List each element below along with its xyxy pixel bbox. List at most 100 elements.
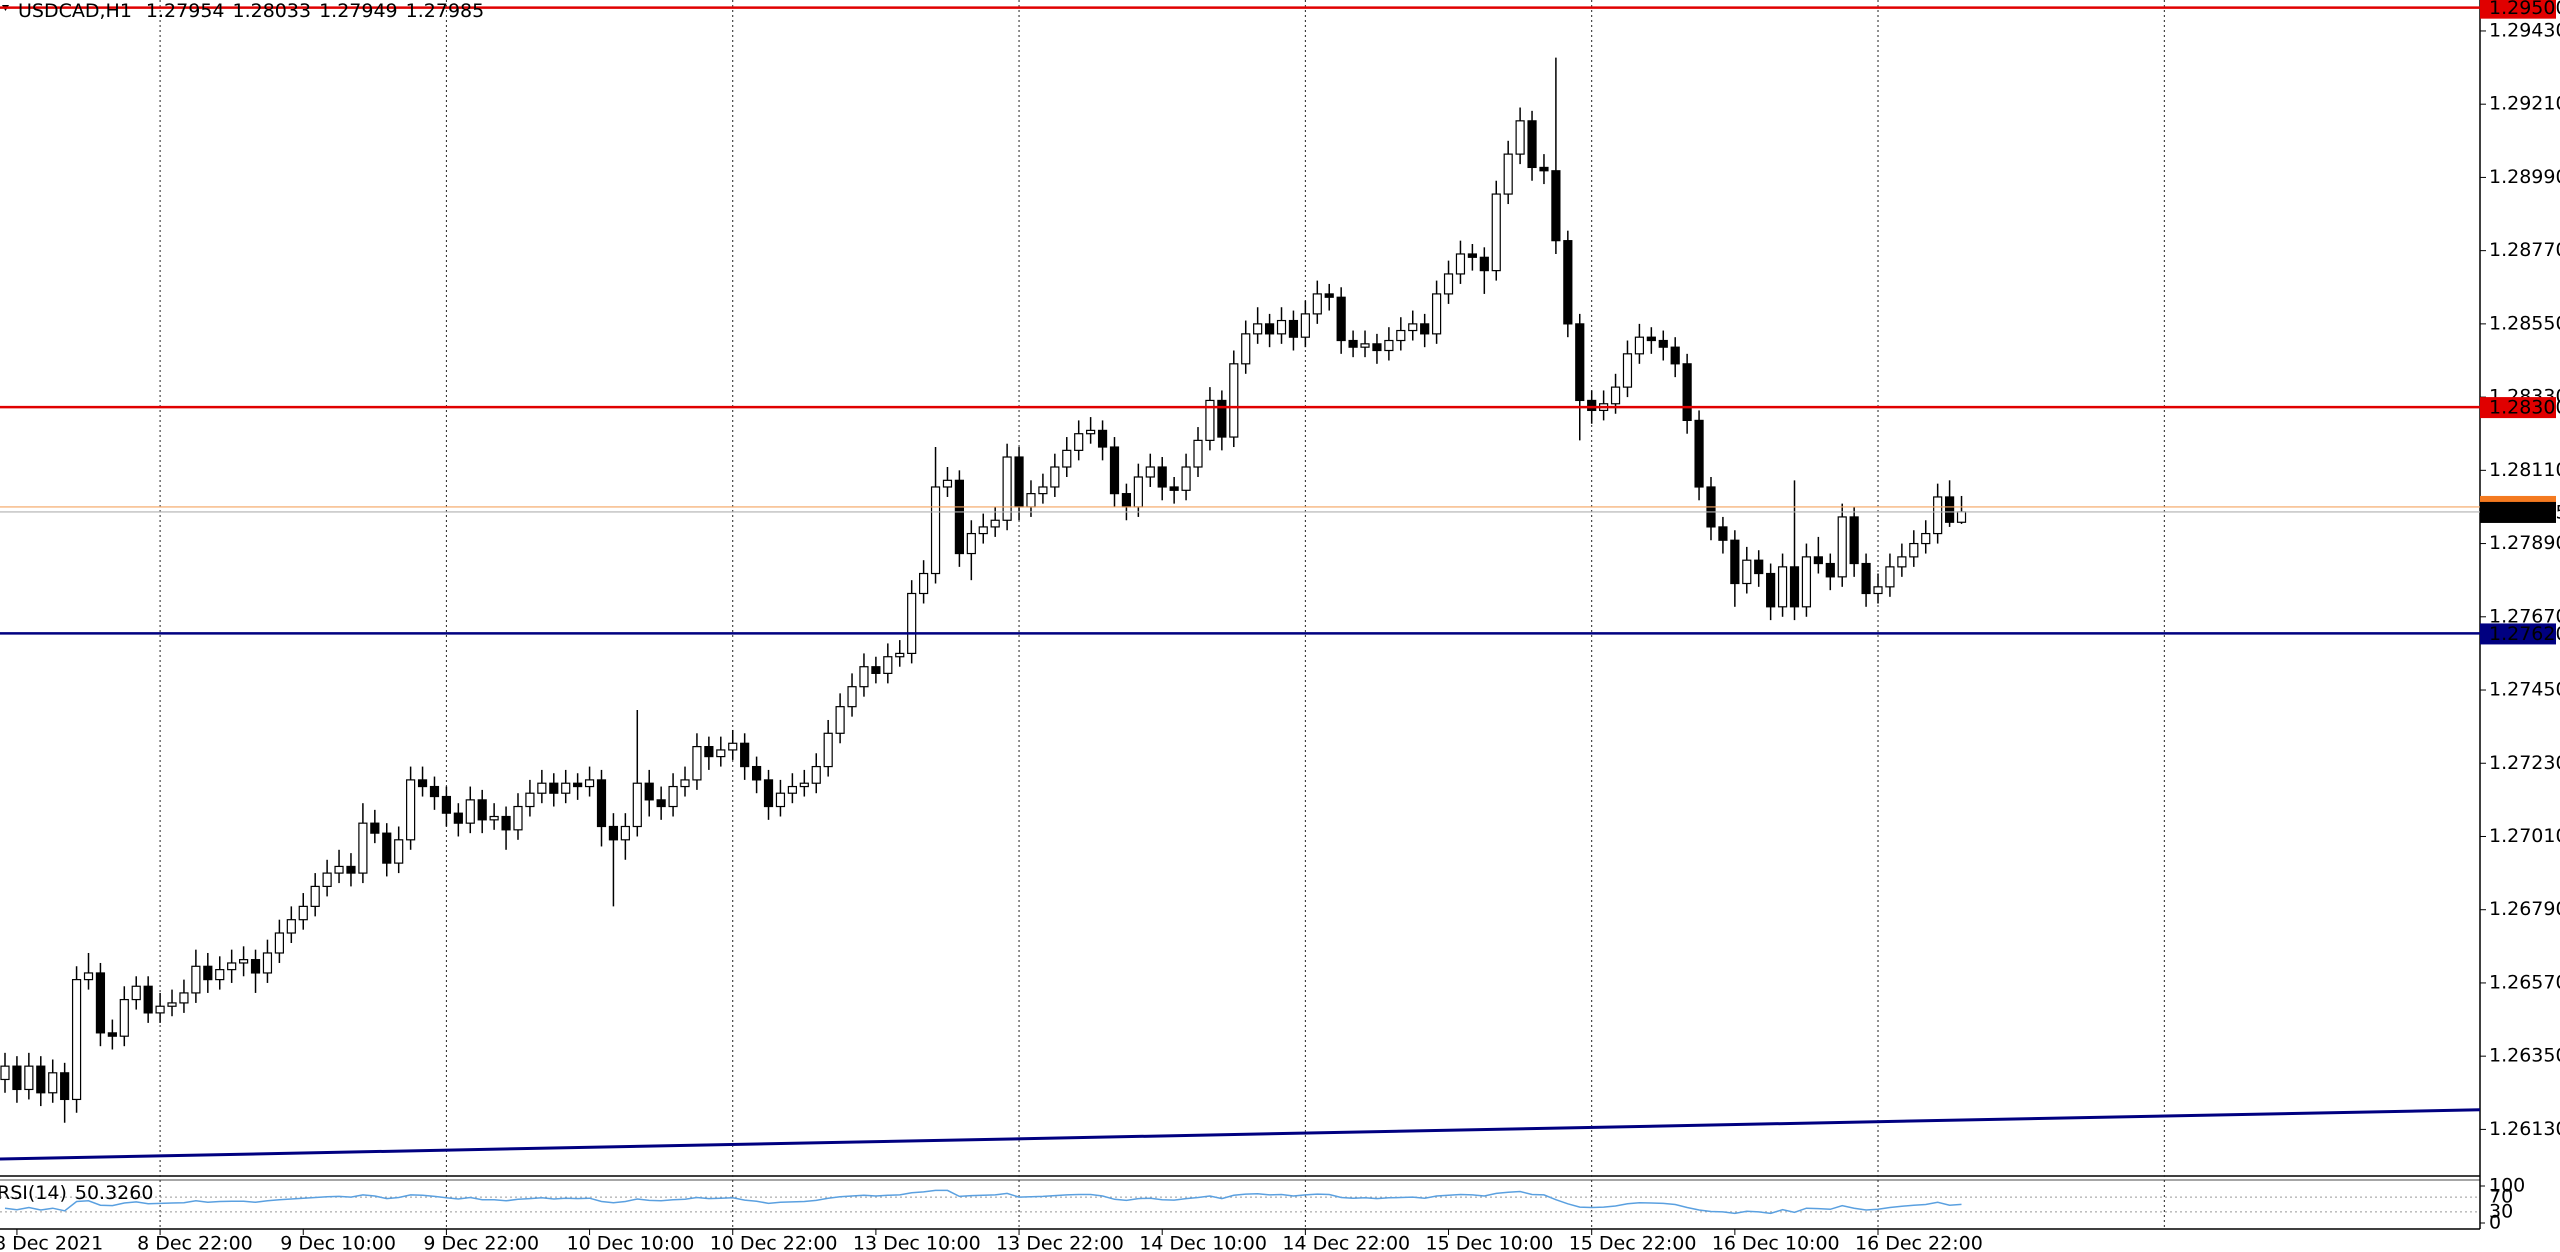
y-tick-label: 1.26790 — [2489, 898, 2560, 920]
candle-body — [1682, 363, 1692, 422]
x-tick-label: 10 Dec 22:00 — [710, 1233, 838, 1252]
candle-body — [954, 479, 965, 555]
candle-body — [990, 519, 1000, 528]
candle-body — [787, 785, 797, 794]
candle-body — [1038, 486, 1048, 495]
y-tick-label: 1.27670 — [2489, 605, 2560, 627]
x-tick-label: 8 Dec 22:00 — [137, 1233, 253, 1252]
candle-body — [0, 1065, 10, 1081]
candle-body — [692, 746, 702, 781]
candle-body — [1634, 336, 1645, 355]
candle-body — [775, 792, 786, 808]
candle-body — [1169, 486, 1179, 491]
candle-body — [859, 666, 869, 688]
y-tick-label: 1.27890 — [2489, 532, 2560, 554]
candle-body — [835, 706, 845, 734]
candle-body — [1861, 562, 1871, 595]
candle-body — [1014, 456, 1024, 508]
candle-body — [871, 666, 881, 674]
candle-body — [1074, 433, 1084, 451]
candle-body — [1133, 476, 1143, 508]
candle-body — [429, 785, 440, 798]
candle-body — [1730, 539, 1740, 585]
y-tick-label: 30 — [2489, 1200, 2513, 1222]
candle-body — [716, 749, 726, 758]
trendline — [0, 1108, 2481, 1161]
candle-body — [1455, 253, 1466, 275]
candle-body — [1825, 562, 1835, 578]
candle-body — [895, 652, 905, 658]
candle-body — [239, 959, 249, 964]
candle-body — [1396, 329, 1406, 342]
candle-body — [131, 985, 141, 1001]
candle-body — [644, 782, 654, 801]
low-value: 1.27949 — [319, 0, 398, 22]
candle-body — [465, 799, 475, 824]
candle-body — [632, 782, 642, 828]
x-tick-label: 16 Dec 10:00 — [1712, 1233, 1840, 1252]
candle-body — [274, 932, 284, 954]
candle-body — [1766, 572, 1776, 608]
y-tick-label: 1.28110 — [2489, 459, 2560, 481]
candle-body — [1909, 542, 1919, 558]
candle-body — [1491, 193, 1501, 272]
candle-body — [1324, 293, 1334, 298]
candle-body — [1467, 253, 1477, 258]
x-tick-label: 9 Dec 22:00 — [423, 1233, 539, 1252]
candle-body — [346, 865, 356, 874]
candle-body — [155, 1005, 165, 1014]
x-tick-label: 13 Dec 10:00 — [853, 1233, 981, 1252]
x-tick-label: 14 Dec 22:00 — [1282, 1233, 1410, 1252]
candle-body — [83, 972, 94, 981]
candle-body — [1312, 293, 1322, 315]
candle-body — [1944, 496, 1955, 523]
candle-body — [250, 959, 261, 974]
candle-body — [167, 1002, 177, 1007]
candle-body — [1670, 346, 1680, 365]
level-label-box — [2480, 0, 2556, 19]
candle-body — [1921, 532, 1931, 545]
x-tick-label: 10 Dec 10:00 — [567, 1233, 695, 1252]
candle-body — [847, 686, 857, 708]
candle-body — [1718, 526, 1728, 541]
y-tick-label: 1.29210 — [2489, 93, 2560, 115]
candle-body — [394, 839, 404, 864]
candle-body — [1742, 559, 1752, 585]
candle-body — [811, 765, 821, 784]
candle-body — [1253, 323, 1263, 335]
header: USDCAD,H1 1.27954 1.28033 1.27949 1.27985 — [18, 0, 484, 22]
candle-body — [1193, 439, 1203, 468]
candle-body — [549, 782, 559, 794]
y-tick-label: 1.28550 — [2489, 312, 2560, 334]
y-tick-label: 1.29430 — [2489, 19, 2560, 41]
candle-body — [704, 746, 714, 758]
candle-body — [1873, 586, 1883, 595]
x-tick-label: 16 Dec 22:00 — [1855, 1233, 1983, 1252]
candle-body — [1062, 449, 1072, 468]
candle-body — [1145, 466, 1155, 478]
candle-body — [406, 779, 416, 841]
bid-label: 1.27985 — [2489, 501, 2560, 523]
candle-body — [513, 805, 523, 831]
indicator-value: 50.3260 — [75, 1182, 154, 1204]
candle-body — [286, 919, 296, 934]
candle-body — [71, 979, 82, 1101]
candle-body — [1002, 456, 1012, 521]
candle-body — [1157, 466, 1167, 488]
candle-body — [1646, 336, 1656, 342]
candle-body — [298, 905, 308, 921]
level-label-box — [2480, 397, 2556, 419]
symbol: USDCAD,H1 — [18, 0, 132, 22]
candle-body — [740, 742, 750, 768]
candle-body — [334, 865, 344, 874]
x-tick-label: 15 Dec 10:00 — [1426, 1233, 1554, 1252]
candle-body — [501, 815, 511, 831]
y-tick-label: 70 — [2489, 1186, 2513, 1208]
x-tick-label: 15 Dec 22:00 — [1569, 1233, 1697, 1252]
candle-body — [1479, 256, 1489, 272]
candle-body — [1408, 323, 1418, 332]
y-tick-label: 0 — [2489, 1212, 2501, 1234]
candle-body — [1575, 323, 1585, 402]
candle-body — [119, 998, 129, 1037]
